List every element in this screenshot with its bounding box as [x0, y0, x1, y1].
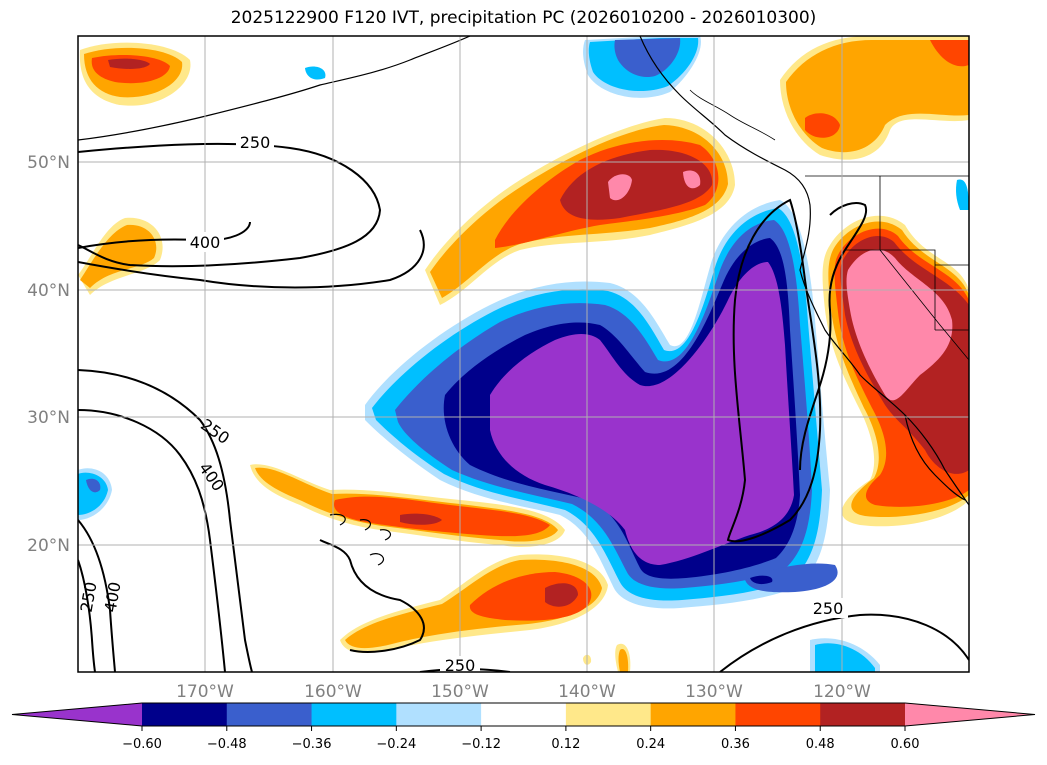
colorbar-tick-label: −0.24 — [376, 737, 416, 752]
colorbar — [11, 702, 1036, 727]
lon-label: 120°W — [813, 682, 871, 702]
colorbar-tick-label: −0.60 — [122, 737, 162, 752]
shade-firebrick — [108, 58, 150, 69]
alaska-aleutians-coast — [78, 36, 471, 141]
shade-sky — [956, 179, 969, 210]
colorbar-bin — [311, 703, 397, 726]
colorbar-bin — [650, 703, 736, 726]
shade-firebrick — [560, 149, 713, 220]
coastlines — [78, 36, 969, 566]
map-frame — [77, 35, 970, 673]
shade-pink — [846, 249, 953, 401]
contour-label: 250 — [813, 599, 844, 618]
contour-250-south — [78, 369, 253, 672]
colorbar-bin — [820, 703, 906, 726]
lon-label: 140°W — [558, 682, 616, 702]
shade-purple — [490, 262, 794, 565]
colorbar-bin — [396, 703, 482, 726]
contour-250-sw — [78, 519, 116, 672]
lon-label: 160°W — [304, 682, 362, 702]
longitude-labels: 170°W 160°W 150°W 140°W 130°W 120°W — [176, 682, 871, 702]
colorbar-tick-label: 0.60 — [891, 737, 920, 752]
shade-sky — [78, 472, 108, 515]
shade-royal — [86, 478, 101, 493]
shade-royal — [745, 563, 838, 593]
contour-250-se — [719, 613, 969, 672]
colorbar-tick-label: 0.36 — [721, 737, 750, 752]
contour-label: 250 — [445, 656, 476, 675]
shade-firebrick — [400, 513, 442, 525]
map-title: 2025122900 F120 IVT, precipitation PC (2… — [230, 8, 817, 28]
shade-sky — [305, 66, 326, 80]
contour-label: 250 — [240, 133, 271, 152]
shade-pink — [683, 170, 701, 189]
us-state-lines — [845, 176, 969, 361]
contour-250-north-upper — [78, 229, 425, 289]
north-america-coast — [639, 36, 969, 506]
colorbar-bin — [481, 703, 567, 726]
contour-400-south — [78, 409, 226, 672]
lon-label: 150°W — [431, 682, 489, 702]
north-america-inner-coast — [689, 89, 776, 141]
shade-orange — [618, 649, 629, 672]
shade-royal — [614, 38, 681, 78]
lon-label: 170°W — [176, 682, 234, 702]
baja-coast — [904, 414, 966, 501]
precipitation-field — [78, 36, 969, 672]
colorbar-tick-label: 0.12 — [551, 737, 580, 752]
lat-label: 40°N — [27, 281, 70, 301]
shade-firebrick — [545, 583, 578, 607]
lat-label: 30°N — [27, 408, 70, 428]
shade-redorange — [930, 40, 969, 67]
colorbar-bin — [142, 703, 228, 726]
colorbar-extend-high — [905, 703, 1035, 726]
colorbar-bin — [735, 703, 821, 726]
latitude-labels: 50°N 40°N 30°N 20°N — [27, 153, 70, 556]
lat-label: 50°N — [27, 153, 70, 173]
colorbar-extend-low — [12, 703, 142, 726]
shade-pink — [608, 174, 632, 201]
contour-dry-east — [726, 198, 822, 543]
colorbar-tick-label: 0.48 — [806, 737, 835, 752]
contour-400-sw — [78, 559, 96, 672]
lat-label: 20°N — [27, 536, 70, 556]
colorbar-tick-label: −0.48 — [207, 737, 247, 752]
shade-sky — [815, 643, 875, 672]
shade-redorange — [805, 113, 840, 138]
shade-navy — [750, 575, 773, 585]
lon-label: 130°W — [685, 682, 743, 702]
colorbar-bin — [226, 703, 313, 726]
colorbar-tick-label: −0.12 — [461, 737, 501, 752]
colorbar-tick-label: −0.36 — [292, 737, 332, 752]
gridlines — [78, 36, 969, 672]
contour-label: 400 — [190, 233, 221, 252]
colorbar-tick-label: 0.24 — [636, 737, 665, 752]
shade-redorange — [334, 496, 550, 537]
contour-250-hawaii — [319, 539, 425, 653]
hawaii-islands — [329, 513, 392, 566]
colorbar-bin — [565, 703, 652, 726]
colorbar-ticks: −0.60 −0.48 −0.36 −0.24 −0.12 0.12 0.24 0.36 0.4… — [122, 726, 919, 752]
contour-250-north — [78, 142, 382, 268]
